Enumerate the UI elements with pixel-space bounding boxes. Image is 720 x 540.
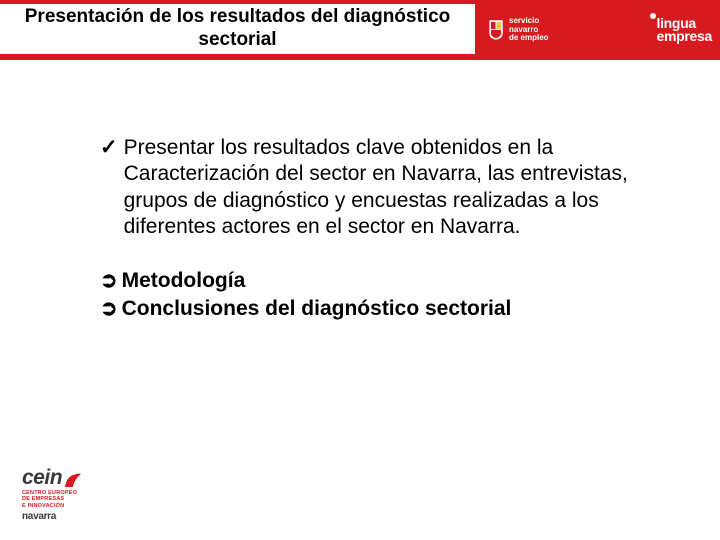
logo-lingua: lingua empresa [657,17,713,44]
slide-title: Presentación de los resultados del diagn… [0,6,475,52]
header-logos: servicio navarro de empleo lingua empres… [487,8,712,52]
cein-region: navarra [22,511,81,522]
slide: Presentación de los resultados del diagn… [0,0,720,540]
logo-sne: servicio navarro de empleo [487,17,549,42]
sub-bullet-1-text: Conclusiones del diagnóstico sectorial [122,296,512,322]
cein-sub3: E INNOVACIÓN [22,504,81,510]
logo-sne-text: servicio navarro de empleo [509,17,549,42]
sub-bullet-1: ➲ Conclusiones del diagnóstico sectorial [100,296,660,322]
footer-logo-cein: cein CENTRO EUROPEO DE EMPRESAS E INNOVA… [22,466,81,522]
content-area: ✓ Presentar los resultados clave obtenid… [100,135,660,325]
sne-line3: de empleo [509,34,549,42]
shield-icon [487,19,505,41]
accent-icon [65,473,81,487]
sub-bullet-0-text: Metodología [122,268,246,294]
sub-bullet-0: ➲ Metodología [100,268,660,294]
sub-bullets: ➲ Metodología ➲ Conclusiones del diagnós… [100,268,660,323]
main-bullet: ✓ Presentar los resultados clave obtenid… [100,135,660,240]
title-box: Presentación de los resultados del diagn… [0,4,475,54]
main-bullet-text: Presentar los resultados clave obtenidos… [124,135,660,240]
check-icon: ✓ [100,135,118,160]
cein-name: cein [22,466,62,490]
dot-icon [650,13,656,19]
lingua-line2: empresa [657,30,713,43]
arrow-icon: ➲ [100,296,118,322]
arrow-icon: ➲ [100,268,118,294]
lingua-line1: lingua [657,17,713,30]
